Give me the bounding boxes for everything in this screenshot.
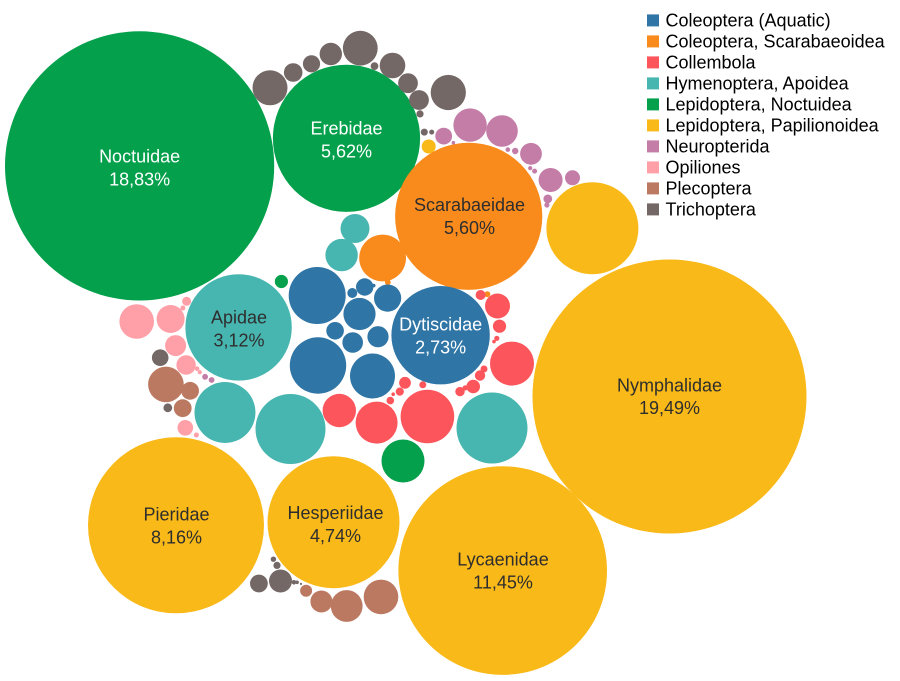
svg-text:Lepidoptera, Papilionoidea: Lepidoptera, Papilionoidea [666,115,880,135]
svg-text:Lycaenidae: Lycaenidae [457,550,548,570]
svg-text:Erebidae: Erebidae [310,118,382,138]
svg-text:Apidae: Apidae [211,308,267,328]
svg-text:Nymphalidae: Nymphalidae [617,376,722,396]
svg-text:Collembola: Collembola [666,52,757,72]
svg-text:Opiliones: Opiliones [666,157,741,177]
svg-text:Pieridae: Pieridae [143,504,209,524]
svg-text:8,16%: 8,16% [151,528,202,548]
svg-text:Trichoptera: Trichoptera [666,199,757,219]
svg-text:Lepidoptera, Noctuidea: Lepidoptera, Noctuidea [666,94,853,114]
svg-text:Neuropterida: Neuropterida [666,136,771,156]
svg-text:Hesperiidae: Hesperiidae [287,503,383,523]
svg-text:Noctuidae: Noctuidae [99,147,180,167]
svg-text:5,62%: 5,62% [321,141,372,161]
svg-text:5,60%: 5,60% [444,218,495,238]
svg-text:4,74%: 4,74% [310,526,361,546]
svg-text:11,45%: 11,45% [473,573,533,593]
svg-text:Dytiscidae: Dytiscidae [399,315,482,335]
svg-text:18,83%: 18,83% [109,170,170,190]
svg-text:19,49%: 19,49% [639,398,700,418]
svg-text:2,73%: 2,73% [415,338,466,358]
svg-text:Hymenoptera, Apoidea: Hymenoptera, Apoidea [666,73,850,93]
svg-text:Scarabaeidae: Scarabaeidae [414,195,525,215]
svg-text:Plecoptera: Plecoptera [666,178,753,198]
svg-text:Coleoptera (Aquatic): Coleoptera (Aquatic) [666,10,831,30]
svg-text:Coleoptera, Scarabaeoidea: Coleoptera, Scarabaeoidea [666,31,886,51]
svg-text:3,12%: 3,12% [213,331,264,351]
